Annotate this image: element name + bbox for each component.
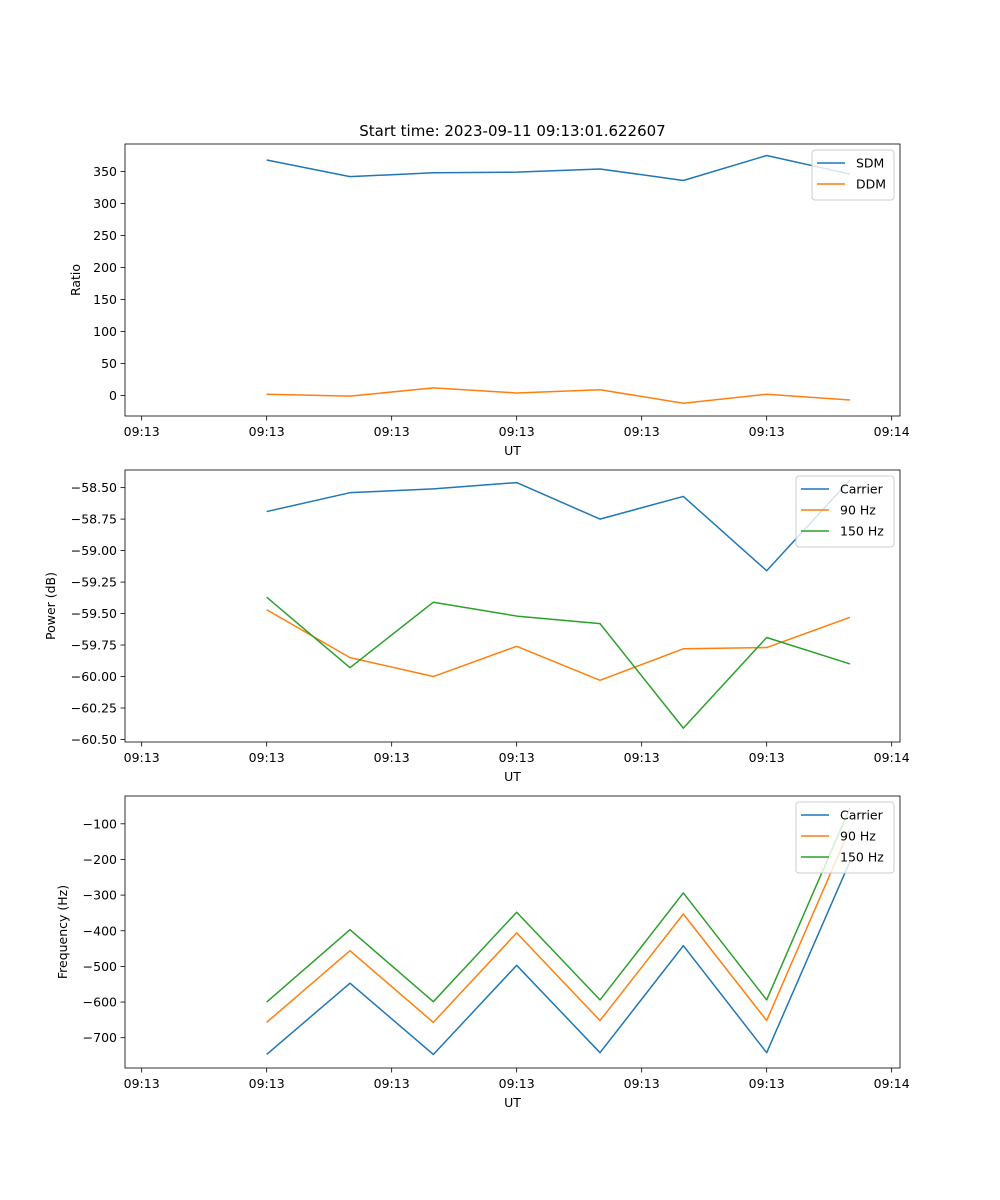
x-tick-label: 09:13 <box>749 424 785 439</box>
x-axis-label: UT <box>504 769 521 784</box>
x-tick-label: 09:13 <box>249 424 285 439</box>
y-tick-label: −700 <box>83 1030 117 1045</box>
chart-panel-3: 09:13 09:13 09:13 09:13 09:13 09:13 09:14 UT −70… <box>55 795 910 1110</box>
x-tick-label: 09:13 <box>124 424 160 439</box>
chart-panels: 09:13 09:13 09:13 09:13 09:13 09:13 09:14 UT 0 50… <box>43 143 910 1110</box>
series-line-150-hz <box>266 807 851 1003</box>
y-tick-label: −300 <box>83 888 117 903</box>
x-tick-label: 09:14 <box>874 750 910 765</box>
legend-frame <box>795 801 895 874</box>
y-tick-label: −59.50 <box>71 606 117 621</box>
legend-label: 150 Hz <box>840 850 884 865</box>
x-tick-label: 09:13 <box>124 750 160 765</box>
y-tick-label: −200 <box>83 852 117 867</box>
legend-label: Carrier <box>840 482 884 497</box>
series-line-150-hz <box>266 596 851 729</box>
chart-panel-1: 09:13 09:13 09:13 09:13 09:13 09:13 09:14 UT 0 50… <box>68 143 910 458</box>
x-tick-label: 09:13 <box>374 750 410 765</box>
y-tick-label: 300 <box>93 196 117 211</box>
axes-frame <box>124 795 901 1069</box>
y-tick-label: 100 <box>93 324 117 339</box>
y-tick-label: −59.00 <box>71 543 117 558</box>
x-tick-label: 09:13 <box>249 750 285 765</box>
x-tick-label: 09:13 <box>624 750 660 765</box>
legend: Carrier 90 Hz 150 Hz <box>795 801 895 874</box>
y-tick-label: 50 <box>101 356 117 371</box>
legend: Carrier 90 Hz 150 Hz <box>795 475 895 548</box>
series-line-carrier <box>266 860 851 1056</box>
y-tick-label: 0 <box>109 388 117 403</box>
x-tick-label: 09:13 <box>249 1076 285 1091</box>
series-line-sdm <box>266 154 851 182</box>
y-tick-label: −600 <box>83 995 117 1010</box>
y-tick-label: −59.25 <box>71 575 117 590</box>
y-axis-label: Power (dB) <box>43 572 58 640</box>
x-tick-label: 09:13 <box>624 1076 660 1091</box>
y-tick-label: −100 <box>83 816 117 831</box>
series-line-ddm <box>266 387 851 404</box>
x-tick-label: 09:13 <box>124 1076 160 1091</box>
y-tick-label: 350 <box>93 164 117 179</box>
y-axis-label: Ratio <box>68 264 83 296</box>
y-tick-label: −400 <box>83 923 117 938</box>
x-tick-label: 09:14 <box>874 424 910 439</box>
y-tick-label: −59.75 <box>71 638 117 653</box>
x-tick-label: 09:14 <box>874 1076 910 1091</box>
axes-frame <box>124 143 901 417</box>
y-tick-label: −500 <box>83 959 117 974</box>
y-tick-label: 250 <box>93 228 117 243</box>
series-line-carrier <box>266 479 851 572</box>
y-axis-label: Frequency (Hz) <box>55 885 70 979</box>
series-line-90-hz <box>266 828 851 1024</box>
y-tick-label: −60.50 <box>71 732 117 747</box>
x-tick-label: 09:13 <box>499 1076 535 1091</box>
y-tick-label: −58.50 <box>71 480 117 495</box>
x-axis-label: UT <box>504 443 521 458</box>
y-tick-label: 150 <box>93 292 117 307</box>
x-tick-label: 09:13 <box>624 424 660 439</box>
x-tick-label: 09:13 <box>749 750 785 765</box>
series-line-90-hz <box>266 609 851 682</box>
y-tick-label: −60.25 <box>71 701 117 716</box>
legend-label: 90 Hz <box>840 829 876 844</box>
y-tick-label: 200 <box>93 260 117 275</box>
legend-label: SDM <box>856 156 884 171</box>
y-tick-label: −58.75 <box>71 512 117 527</box>
x-tick-label: 09:13 <box>374 424 410 439</box>
legend-label: Carrier <box>840 808 884 823</box>
legend-label: 90 Hz <box>840 503 876 518</box>
y-tick-label: −60.00 <box>71 669 117 684</box>
x-tick-label: 09:13 <box>499 424 535 439</box>
x-tick-label: 09:13 <box>499 750 535 765</box>
figure-title: Start time: 2023-09-11 09:13:01.622607 <box>359 122 665 140</box>
legend: SDM DDM <box>811 149 895 201</box>
legend-frame <box>795 475 895 548</box>
x-tick-label: 09:13 <box>374 1076 410 1091</box>
legend-label: DDM <box>856 177 886 192</box>
legend-label: 150 Hz <box>840 524 884 539</box>
axes-frame <box>124 469 901 743</box>
x-axis-label: UT <box>504 1095 521 1110</box>
x-tick-label: 09:13 <box>749 1076 785 1091</box>
chart-panel-2: 09:13 09:13 09:13 09:13 09:13 09:13 09:14 UT −60… <box>43 469 910 784</box>
